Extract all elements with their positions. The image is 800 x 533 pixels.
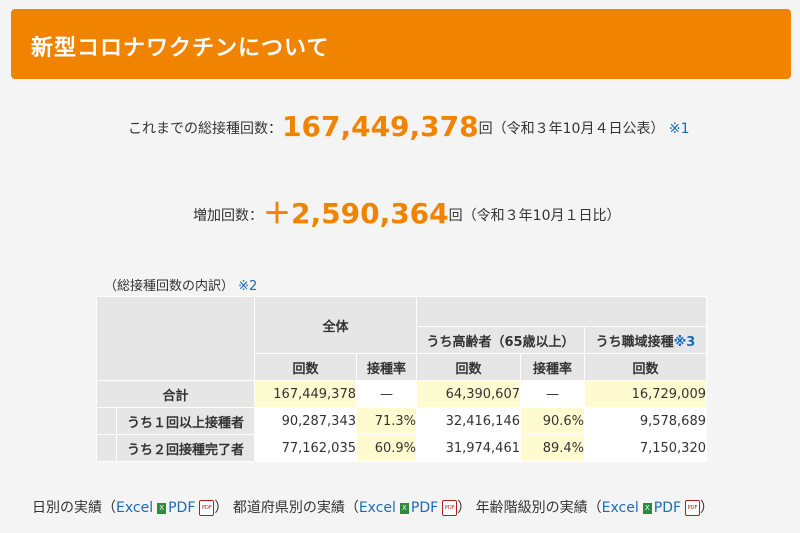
table-row: うち１回以上接種者 90,287,343 71.3% 32,416,146 90… — [96, 407, 707, 435]
cell-all-rate: 60.9% — [356, 434, 417, 462]
cell-eld-rate: — — [520, 380, 585, 408]
cell-all-rate: 71.3% — [356, 407, 417, 435]
breakdown-table: 全体 うち高齢者（65歳以上） うち職域接種※3 回数 接種率 回数 接種率 回… — [96, 296, 707, 462]
cell-all-count: 77,162,035 — [254, 434, 357, 462]
col-eld-count: 回数 — [416, 353, 521, 381]
page-header: 新型コロナワクチンについて — [11, 9, 791, 79]
prefecture-label: 都道府県別の実績（ — [232, 500, 359, 516]
total-value: 167,449,378 — [282, 110, 479, 143]
age-label: 年齢階級別の実績（ — [475, 500, 602, 516]
header-work: うち職域接種※3 — [584, 326, 707, 354]
cell-work-count: 16,729,009 — [584, 380, 707, 408]
header-work-note-link[interactable]: ※3 — [673, 334, 696, 350]
increase-label: 増加回数： — [193, 208, 263, 224]
row-indent — [96, 434, 117, 462]
daily-label: 日別の実績（ — [32, 500, 116, 516]
cell-eld-count: 64,390,607 — [416, 380, 521, 408]
cell-all-count: 90,287,343 — [254, 407, 357, 435]
breakdown-caption-text: （総接種回数の内訳） — [104, 279, 235, 294]
excel-icon: X — [642, 502, 652, 514]
header-work-label: うち職域接種 — [595, 334, 674, 350]
col-all-rate: 接種率 — [356, 353, 417, 381]
total-unit: 回（令和３年10月４日公表） — [478, 121, 665, 137]
pdf-icon: PDF — [199, 500, 215, 516]
col-eld-rate: 接種率 — [520, 353, 585, 381]
total-label: これまでの総接種回数： — [128, 121, 282, 137]
daily-pdf-link[interactable]: PDF — [168, 500, 196, 516]
prefecture-excel-link[interactable]: Excel — [358, 500, 396, 516]
age-excel-link[interactable]: Excel — [601, 500, 639, 516]
pdf-icon: PDF — [685, 500, 701, 516]
row-label: うち２回接種完了者 — [116, 434, 255, 462]
daily-excel-link[interactable]: Excel — [116, 500, 154, 516]
cell-eld-count: 32,416,146 — [416, 407, 521, 435]
cell-all-rate: — — [356, 380, 417, 408]
increase-unit: 回（令和３年10月１日比） — [448, 208, 621, 224]
row-label: 合計 — [96, 380, 255, 408]
excel-icon: X — [399, 502, 409, 514]
table-row: うち２回接種完了者 77,162,035 60.9% 31,974,461 89… — [96, 434, 707, 462]
increase-value: ＋2,590,364 — [263, 197, 449, 230]
cell-work-count: 7,150,320 — [584, 434, 707, 462]
increase-count: 増加回数：＋2,590,364回（令和３年10月１日比） — [193, 192, 620, 232]
cell-eld-rate: 89.4% — [520, 434, 585, 462]
row-label: うち１回以上接種者 — [116, 407, 255, 435]
excel-icon: X — [157, 502, 167, 514]
table-corner — [96, 296, 255, 381]
breakdown-note-link[interactable]: ※2 — [238, 279, 258, 294]
total-note-link[interactable]: ※1 — [668, 121, 690, 137]
page-title: 新型コロナワクチンについて — [31, 36, 330, 61]
cell-all-count: 167,449,378 — [254, 380, 357, 408]
row-indent — [96, 407, 117, 435]
pdf-icon: PDF — [442, 500, 458, 516]
header-elderly: うち高齢者（65歳以上） — [416, 326, 585, 354]
col-work-count: 回数 — [584, 353, 707, 381]
age-pdf-link[interactable]: PDF — [653, 500, 682, 516]
cell-work-count: 9,578,689 — [584, 407, 707, 435]
total-vaccinations: これまでの総接種回数：167,449,378回（令和３年10月４日公表） ※1 — [128, 110, 690, 143]
age-close: ） — [700, 500, 715, 516]
breakdown-caption: （総接種回数の内訳） ※2 — [104, 275, 257, 294]
cell-eld-count: 31,974,461 — [416, 434, 521, 462]
header-spacer — [416, 296, 707, 327]
download-links: 日別の実績（Excel X PDF PDF） 都道府県別の実績（Excel X PDF PD… — [32, 497, 714, 517]
prefecture-pdf-link[interactable]: PDF — [410, 500, 439, 516]
prefecture-close: ） — [457, 500, 472, 516]
header-all: 全体 — [254, 296, 417, 354]
cell-eld-rate: 90.6% — [520, 407, 585, 435]
col-all-count: 回数 — [254, 353, 357, 381]
table-row: 合計 167,449,378 — 64,390,607 — 16,729,009 — [96, 380, 707, 408]
daily-close: ） — [214, 500, 229, 516]
